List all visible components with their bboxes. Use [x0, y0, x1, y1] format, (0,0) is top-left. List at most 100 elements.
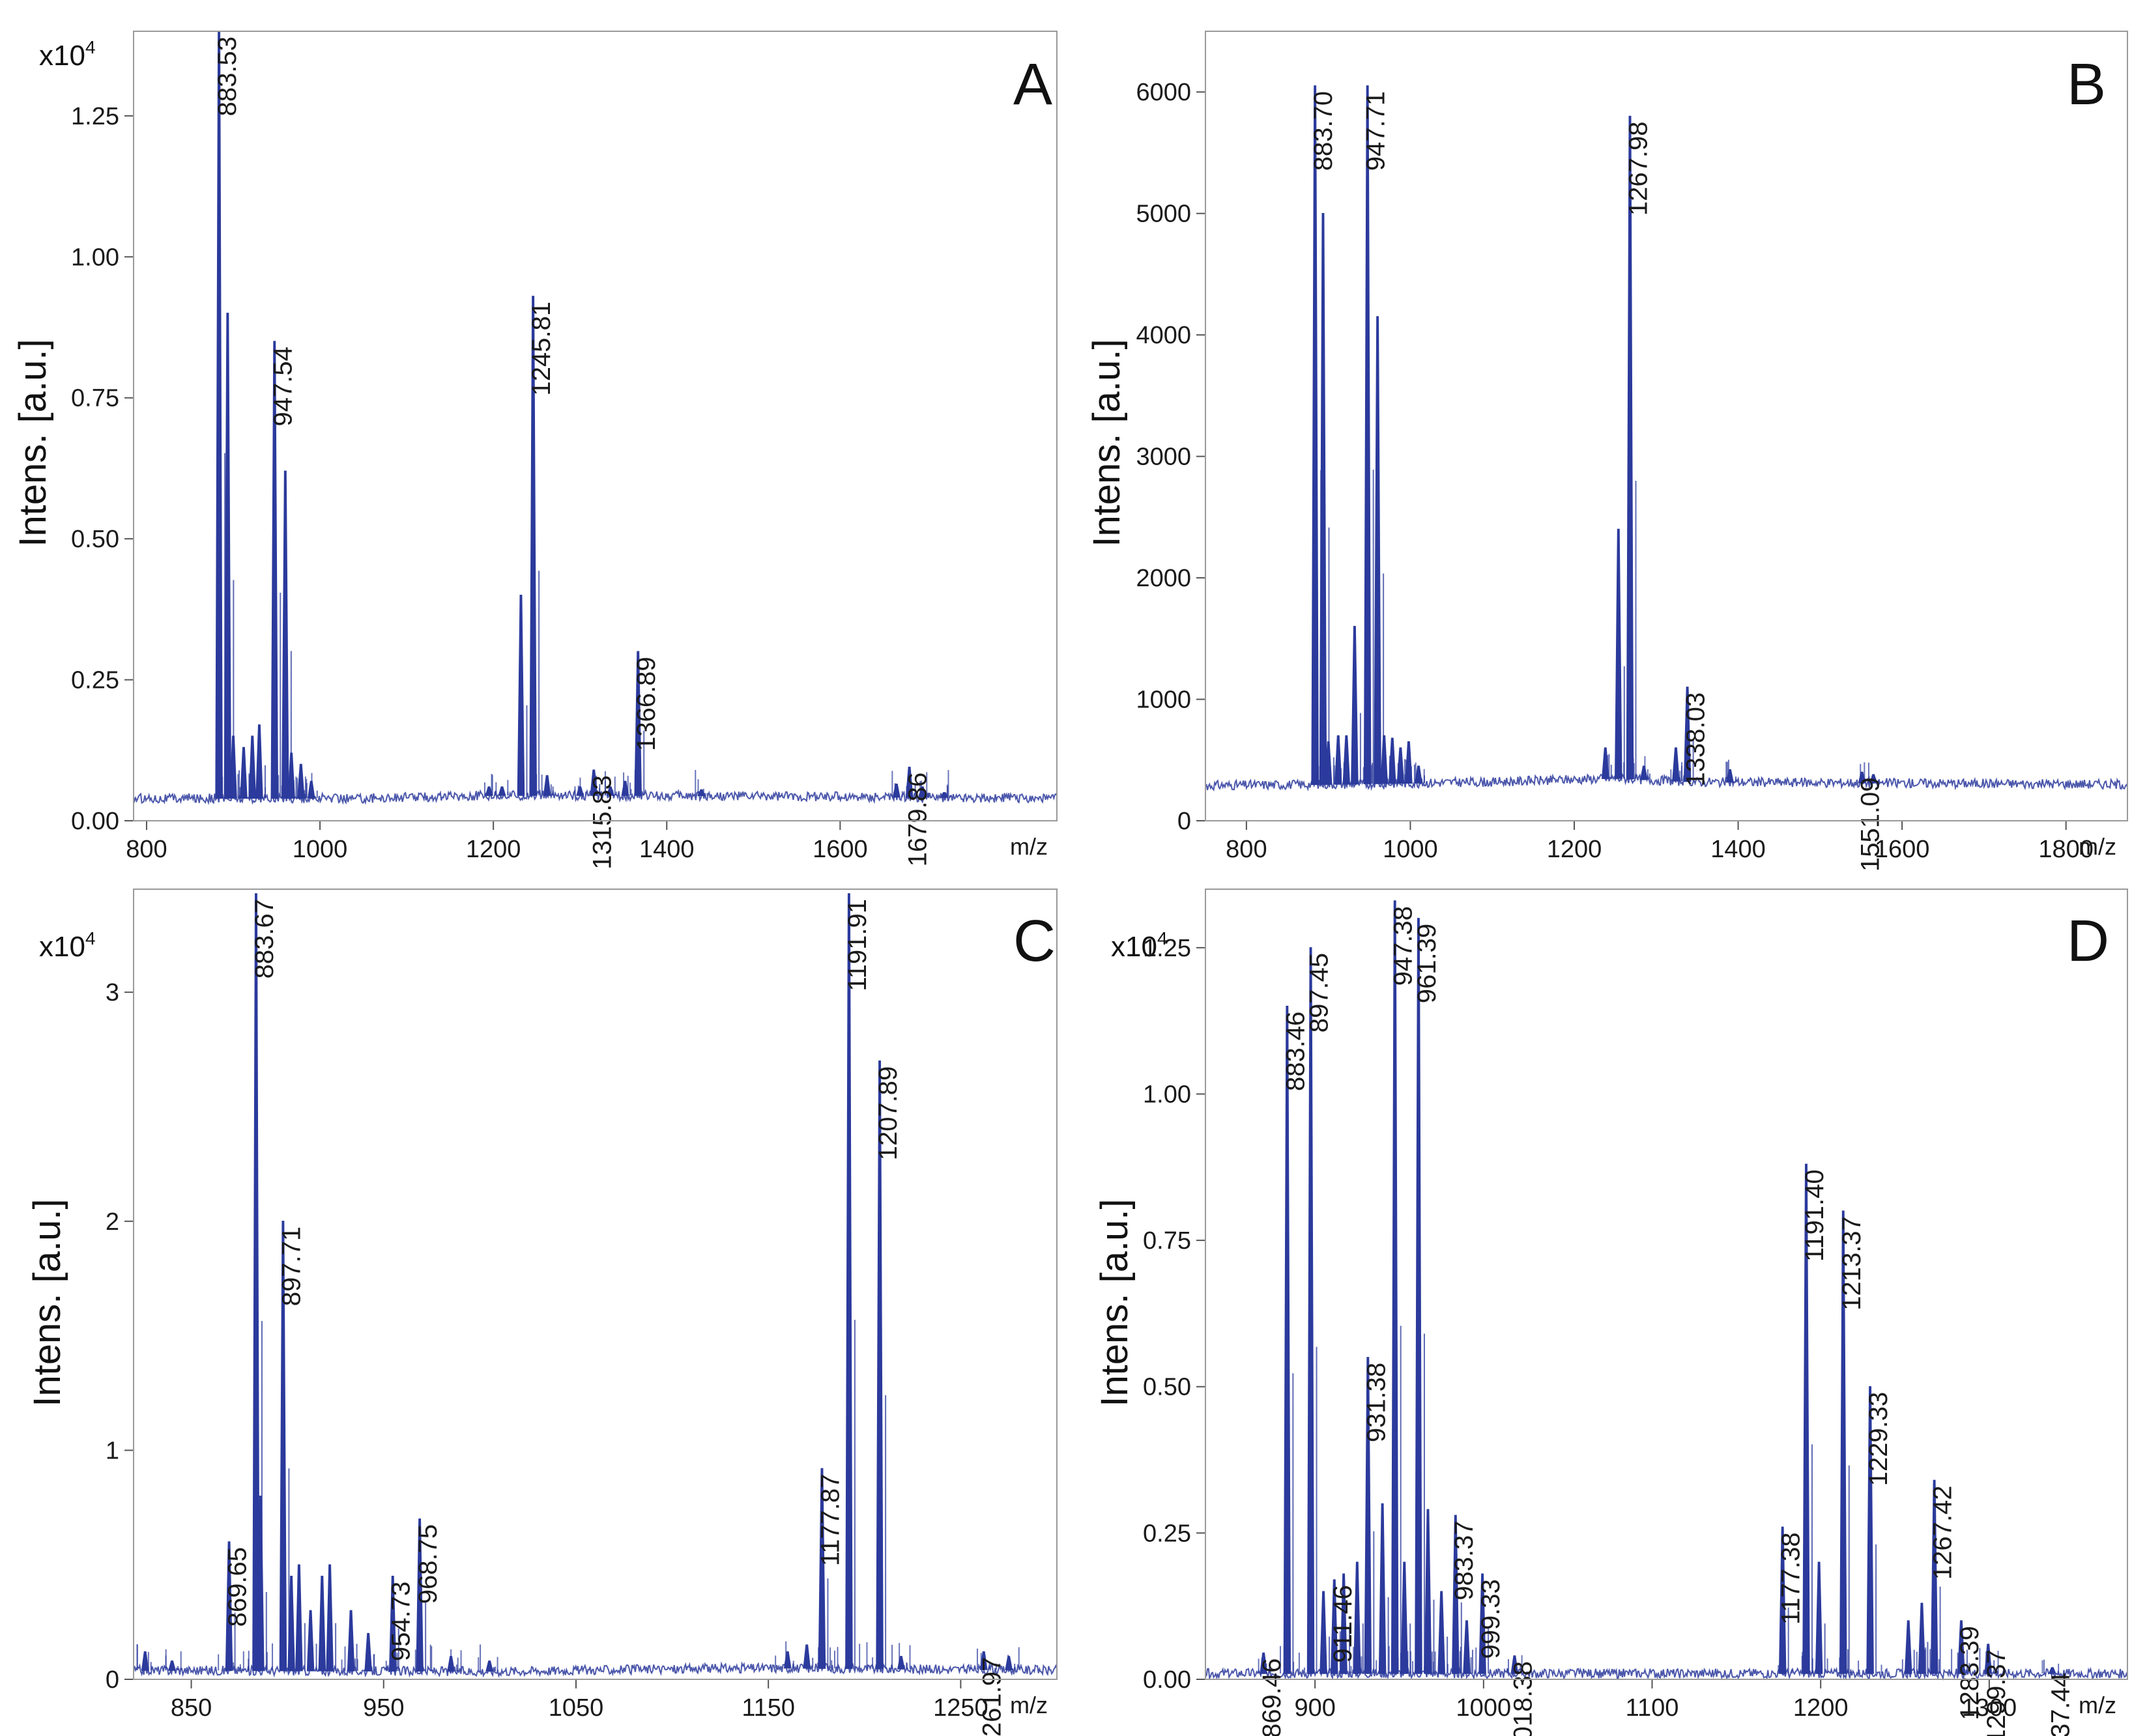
panel-b-peak [1342, 735, 1351, 785]
panel-d-ytick-label: 0.00 [1143, 1666, 1191, 1694]
panel-b-peak [1858, 771, 1866, 784]
panel-d-peak [1957, 1620, 1965, 1674]
panel-a-xtick-label: 800 [126, 836, 167, 863]
panel-b-ytick-label: 4000 [1136, 322, 1191, 349]
panel-d-peak [1283, 1005, 1291, 1674]
panel-b-ytick-label: 6000 [1136, 79, 1191, 106]
panel-d-spectrum [1205, 900, 2128, 1681]
panel-a-xtick-label: 1200 [466, 836, 521, 863]
panel-c-peak [876, 1060, 884, 1670]
panel-c: Intens. [a.u.] x104 0 1 2 3 850 950 1050 1150 12… [26, 889, 1058, 1736]
panel-d-peak [2048, 1667, 2056, 1674]
panel-b-peak [1319, 212, 1327, 785]
panel-a-letter: A [1013, 52, 1052, 117]
panel-a-peak [606, 786, 614, 796]
panel-d-peak-label: 911.46 [1329, 1585, 1357, 1662]
panel-c-peak-label: 954.73 [387, 1582, 416, 1661]
panel-d-peak [1478, 1573, 1486, 1674]
panel-a-xlabel: m/z [1010, 833, 1048, 860]
panel-c-xtick-label: 850 [171, 1694, 212, 1722]
panel-d-peak-label: 1177.38 [1777, 1532, 1806, 1625]
panel-a-peak [892, 783, 901, 798]
panel-c-frame [133, 889, 1058, 1680]
panel-b-peak-labels: 883.70 947.71 1267.98 1338.03 1551.09 [1309, 91, 1884, 872]
panel-c-peak [803, 1644, 811, 1669]
panel-b-peak [1601, 747, 1609, 779]
panel-c-peak [347, 1610, 355, 1672]
panel-b-ytick-label: 2000 [1136, 565, 1191, 592]
panel-b-peak [1415, 765, 1422, 784]
panel-b-xtick-label: 1600 [1875, 836, 1930, 863]
panel-d-peak [1930, 1479, 1938, 1674]
panel-d-peak-label: 1213.37 [1837, 1216, 1866, 1311]
panel-c-peak [845, 893, 853, 1670]
panel-b-letter: B [2067, 52, 2106, 117]
panel-d-peak-label: 947.38 [1389, 906, 1418, 986]
panel-a-xtick-label: 1400 [639, 836, 695, 863]
panel-b-peak [1683, 687, 1692, 782]
panel-d-xtick-label: 1000 [1456, 1694, 1512, 1722]
panel-d-ytick-label: 1.00 [1143, 1081, 1191, 1108]
panel-b-peak [1363, 85, 1372, 784]
panel-b-peak [1351, 625, 1359, 785]
panel-c-peak-label: 1207.89 [874, 1066, 902, 1161]
panel-c-peak [306, 1610, 315, 1672]
panel-d-ytick-label: 1.25 [1143, 935, 1191, 962]
panel-b-peak [1311, 85, 1319, 786]
panel-c-peak [168, 1660, 177, 1671]
panel-b-frame [1205, 31, 2128, 821]
panel-c-peak [416, 1518, 424, 1672]
panel-a-peak [270, 341, 279, 799]
panel-b-spectrum [1205, 85, 2128, 791]
panel-a-peak [281, 470, 289, 799]
panel-d-peak-label: 1229.33 [1864, 1392, 1893, 1487]
panel-a: Intens. [a.u.] x104 0.00 0.25 0.50 0.75 1.00… [12, 31, 1058, 870]
panel-b-peak [1405, 741, 1413, 784]
panel-a-peak [697, 789, 706, 797]
panel-b-xtick-label: 1400 [1710, 836, 1766, 863]
panel-b-peak [1726, 769, 1734, 783]
panel-c-letter: C [1013, 909, 1056, 974]
panel-d-peak-label: 931.38 [1362, 1363, 1391, 1442]
panel-c-peak [897, 1656, 905, 1670]
panel-b-peak-label: 883.70 [1309, 91, 1338, 171]
panel-c-ytick-label: 3 [106, 979, 119, 1006]
panel-a-peak-label: 1679.86 [904, 773, 932, 867]
panel-c-peak [447, 1656, 455, 1672]
panel-d-peak-label: 1191.40 [1800, 1169, 1829, 1262]
panel-a-xtick-label: 1000 [293, 836, 348, 863]
panel-b-peak [1869, 774, 1878, 784]
panel-b-ticks: 0 1000 2000 3000 4000 5000 6000 800 1000 1200 1400… [1136, 79, 2093, 863]
panel-d-ytick-label: 0.75 [1143, 1227, 1191, 1255]
panel-b-xlabel: m/z [2079, 833, 2116, 860]
panel-a-peak [485, 786, 493, 796]
panel-d-peak-label: 1018.38 [1508, 1661, 1537, 1736]
panel-d-peak [1778, 1526, 1787, 1674]
panel-c-y-multiplier: x104 [39, 928, 96, 963]
panel-b-ytick-label: 0 [1177, 808, 1191, 835]
panel-b-peak-label: 1551.09 [1856, 777, 1885, 872]
panel-a-ytick-label: 0.75 [71, 385, 119, 412]
panel-a-peak [296, 763, 305, 799]
panel-b-peak [1374, 316, 1381, 784]
panel-c-peak-label: 1191.91 [843, 899, 872, 991]
panel-a-peak-label: 1315.83 [588, 775, 616, 870]
panel-a-peak [223, 313, 232, 799]
panel-c-ylabel: Intens. [a.u.] [26, 1199, 68, 1406]
panel-c-peak [326, 1564, 334, 1672]
panel-c-peak-label: 1261.97 [978, 1657, 1007, 1736]
panel-d-peak [1424, 1509, 1432, 1674]
panel-d-ytick-label: 0.25 [1143, 1520, 1191, 1547]
panel-b-peak-label: 1338.03 [1682, 692, 1710, 787]
panel-a-peak [576, 786, 584, 796]
panel-d-peak [1510, 1655, 1519, 1674]
panel-d-peak [1260, 1652, 1267, 1674]
panel-d-peak [1415, 918, 1422, 1674]
panel-d-xtick-label: 1100 [1626, 1694, 1679, 1722]
panel-b-xtick-label: 800 [1226, 836, 1267, 863]
panel-a-peak [215, 31, 223, 799]
panel-a-peak [905, 767, 914, 798]
panel-c-peak [979, 1651, 988, 1670]
panel-c-ytick-label: 0 [106, 1666, 119, 1694]
